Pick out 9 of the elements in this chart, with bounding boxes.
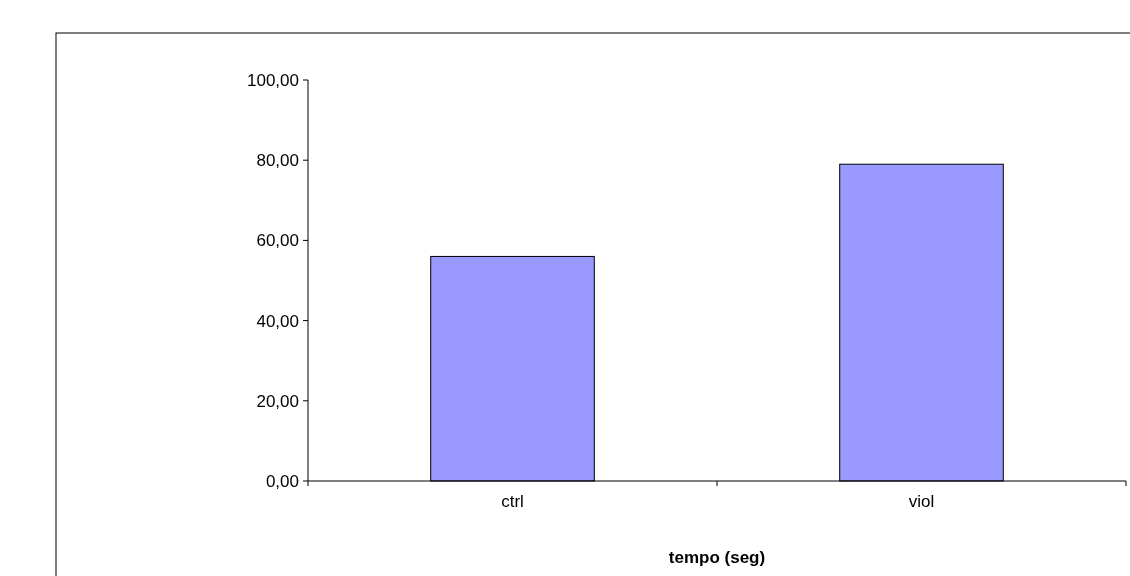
- y-tick-label: 80,00: [256, 151, 299, 171]
- y-tick-label: 60,00: [256, 231, 299, 251]
- y-tick-label: 100,00: [247, 70, 299, 90]
- y-tick-label: 40,00: [256, 311, 299, 331]
- y-tick-label: 20,00: [256, 391, 299, 411]
- x-axis-title: tempo (seg): [668, 548, 766, 567]
- x-tick-label: ctrl: [501, 492, 524, 511]
- x-tick-label: viol: [908, 492, 935, 511]
- y-tick-label: 0,00: [265, 471, 299, 491]
